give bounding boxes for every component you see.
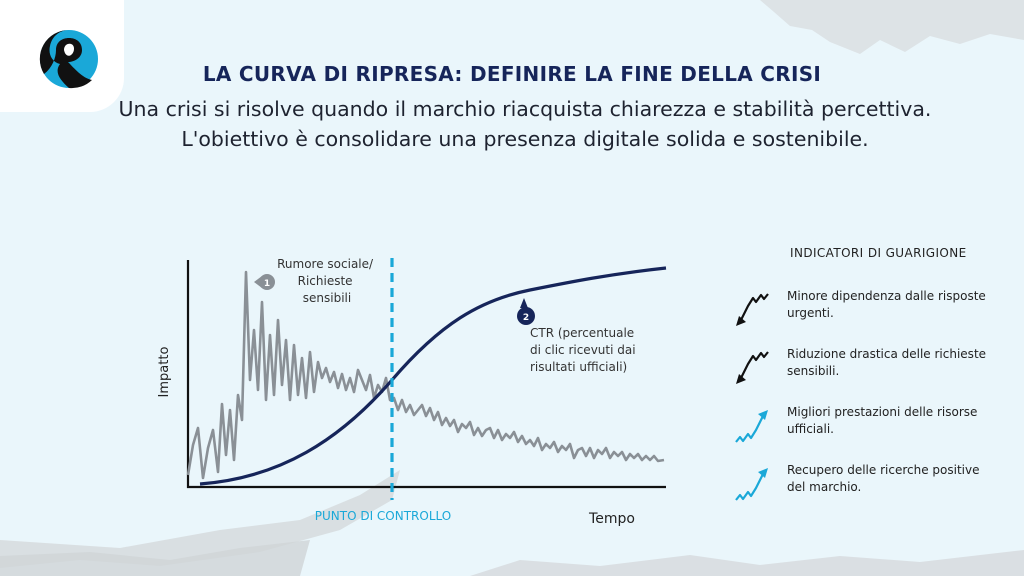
indicator-item-1: Minore dipendenza dalle risposte urgenti… <box>730 288 1010 332</box>
indicator-item-4: Recupero delle ricerche positive del mar… <box>730 462 1010 506</box>
svg-text:2: 2 <box>523 313 529 323</box>
trend-down-icon <box>736 351 769 384</box>
trend-up-icon <box>735 410 768 443</box>
indicator-text: Minore dipendenza dalle risposte urgenti… <box>787 289 986 320</box>
brand-logo-icon <box>39 29 98 89</box>
indicator-text: Migliori prestazioni delle risorse uffic… <box>787 405 978 436</box>
indicator-text: Recupero delle ricerche positive del mar… <box>787 463 980 494</box>
trend-down-icon <box>736 293 769 326</box>
svg-text:1: 1 <box>264 279 270 289</box>
ctr-curve <box>199 266 667 486</box>
x-axis-label: Tempo <box>588 511 635 527</box>
page-title: LA CURVA DI RIPRESA: DEFINIRE LA FINE DE… <box>202 62 822 86</box>
y-axis-label: Impatto <box>157 347 172 398</box>
indicator-item-3: Migliori prestazioni delle risorse uffic… <box>730 404 1010 448</box>
annotation-2-text: CTR (percentuale di clic ricevuti dai ri… <box>530 326 639 374</box>
page-subtitle: Una crisi si risolve quando il marchio r… <box>118 97 932 151</box>
trend-up-icon <box>735 468 768 501</box>
annotation-marker-2: 2 <box>517 298 535 325</box>
indicators-title: INDICATORI DI GUARIGIONE <box>790 246 967 260</box>
logo-card <box>0 0 124 112</box>
indicator-item-2: Riduzione drastica delle richieste sensi… <box>730 346 1010 390</box>
indicator-text: Riduzione drastica delle richieste sensi… <box>787 347 987 378</box>
social-noise-line <box>186 270 665 480</box>
annotation-1-text: Rumore sociale/ Richieste sensibili <box>277 257 377 305</box>
annotation-marker-1: 1 <box>254 274 275 290</box>
checkpoint-label: PUNTO DI CONTROLLO <box>315 509 451 523</box>
